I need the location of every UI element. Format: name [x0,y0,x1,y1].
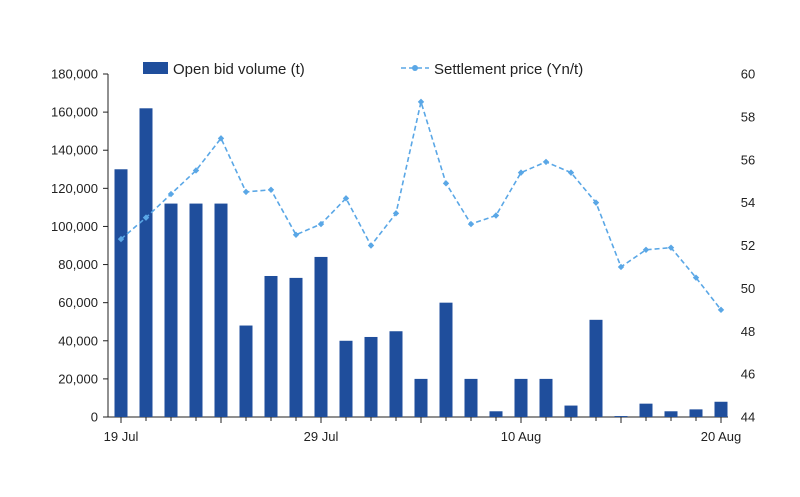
left-y-tick-label: 160,000 [51,105,98,120]
price-point [217,135,225,142]
bar [289,277,303,417]
bar [589,319,603,417]
price-point [392,210,400,217]
left-y-tick-label: 20,000 [58,371,98,386]
bar [114,169,128,417]
price-point [567,169,575,176]
right-y-axis-ticks: 44 46 48 50 52 54 56 58 60 [741,67,755,425]
right-y-tick-label: 52 [741,238,755,253]
bar [439,302,453,417]
price-point [192,167,200,174]
legend: Open bid volume (t) Settlement price (Yn… [143,61,583,78]
price-line [120,98,722,311]
price-point [117,235,125,243]
x-tick-label: 10 Aug [501,429,542,444]
x-tick-label: 29 Jul [304,429,339,444]
bar [514,378,528,417]
bar [539,378,553,417]
price-point [367,242,375,249]
bar-series [114,108,728,418]
price-point [417,98,425,106]
x-axis-ticks: 19 Jul 29 Jul 10 Aug 20 Aug [104,417,742,444]
legend-line-marker [412,65,418,71]
right-y-tick-label: 56 [741,152,755,167]
right-y-tick-label: 60 [741,67,755,82]
price-point [492,212,500,219]
left-y-tick-label: 140,000 [51,143,98,158]
bar [689,409,703,417]
price-point [717,306,725,314]
left-y-tick-label: 80,000 [58,257,98,272]
bar [214,203,228,417]
price-point [617,263,625,271]
price-point [142,214,150,221]
price-point [442,180,450,187]
bar [664,411,678,417]
bar [139,108,153,418]
right-y-tick-label: 58 [741,109,755,124]
price-point [517,169,525,176]
price-point [592,199,600,206]
line-series [117,98,725,314]
x-tick-label: 20 Aug [701,429,742,444]
price-point [692,274,700,281]
price-point [467,220,475,228]
legend-bar-label: Open bid volume (t) [173,61,305,78]
bar [189,203,203,417]
price-point [342,195,350,202]
legend-bar-swatch [143,62,168,74]
bar [614,416,628,417]
right-y-tick-label: 50 [741,281,755,296]
price-point [642,246,650,253]
bar [464,378,478,417]
bar [364,336,378,417]
price-point [267,186,275,193]
left-y-tick-label: 60,000 [58,295,98,310]
price-point [242,188,250,196]
bar [714,401,728,417]
left-y-tick-label: 120,000 [51,181,98,196]
price-point [167,190,175,198]
bar [239,325,253,417]
bar [389,331,403,417]
right-y-tick-label: 46 [741,367,755,382]
bar [314,256,328,417]
right-y-tick-label: 54 [741,195,755,210]
price-point [292,231,300,238]
price-point [542,158,550,166]
price-point [667,244,675,251]
bar [564,405,578,417]
left-y-tick-label: 0 [91,410,98,425]
left-y-tick-label: 100,000 [51,219,98,234]
left-y-tick-label: 40,000 [58,333,98,348]
left-y-tick-label: 180,000 [51,67,98,82]
price-point [317,220,325,228]
right-y-tick-label: 48 [741,324,755,339]
left-y-axis-ticks: 0 20,000 40,000 60,000 80,000 100,000 120,000 1… [51,67,108,425]
bar [489,411,503,417]
bar [164,203,178,417]
right-y-tick-label: 44 [741,410,755,425]
bar [264,275,278,417]
bar [339,340,353,417]
bar [639,403,653,417]
x-tick-label: 19 Jul [104,429,139,444]
legend-line-label: Settlement price (Yn/t) [434,61,583,78]
bar [414,378,428,417]
